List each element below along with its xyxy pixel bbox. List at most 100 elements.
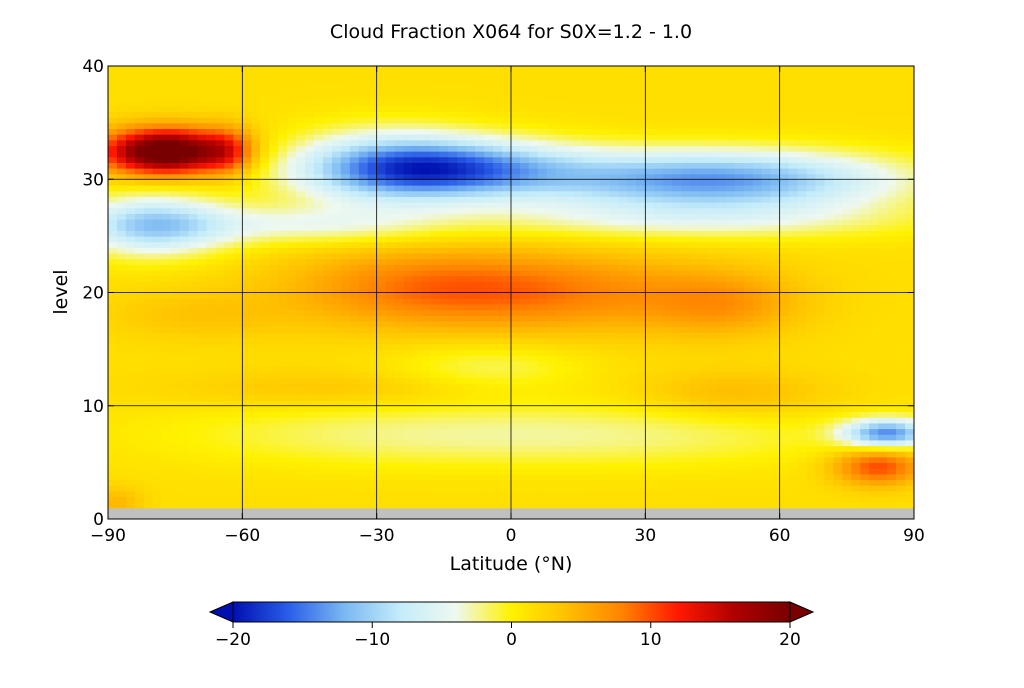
heatmap-cell	[806, 377, 817, 384]
heatmap-cell	[349, 383, 360, 390]
heatmap-cell	[188, 360, 199, 367]
heatmap-cell	[690, 383, 700, 390]
heatmap-cell	[716, 422, 727, 430]
heatmap-cell	[134, 286, 145, 294]
heatmap-cell	[887, 235, 897, 243]
heatmap-cell	[206, 207, 217, 214]
heatmap-cell	[600, 281, 611, 288]
heatmap-cell	[546, 479, 557, 486]
heatmap-cell	[197, 343, 208, 350]
heatmap-cell	[161, 349, 172, 356]
heatmap-cell	[761, 462, 772, 469]
heatmap-cell	[833, 417, 844, 424]
heatmap-cell	[242, 383, 252, 390]
heatmap-cell	[439, 411, 450, 418]
heatmap-cell	[278, 224, 288, 231]
heatmap-cell	[564, 490, 575, 498]
heatmap-cell	[582, 468, 593, 475]
heatmap-cell	[278, 213, 288, 220]
heatmap-cell	[251, 275, 261, 282]
heatmap-cell	[708, 479, 718, 486]
heatmap-cell	[743, 360, 754, 367]
heatmap-cell	[654, 303, 664, 311]
heatmap-cell	[134, 434, 145, 441]
heatmap-cell	[725, 252, 736, 260]
heatmap-cell	[546, 462, 557, 469]
heatmap-cell	[367, 473, 378, 481]
heatmap-cell	[466, 479, 476, 486]
heatmap-cell	[313, 241, 324, 248]
heatmap-cell	[528, 224, 539, 231]
heatmap-cell	[448, 218, 458, 226]
heatmap-cell	[502, 235, 512, 243]
heatmap-cell	[224, 513, 235, 519]
heatmap-cell	[502, 479, 512, 486]
heatmap-cell	[502, 394, 512, 401]
heatmap-cell	[376, 394, 387, 401]
heatmap-cell	[636, 332, 647, 339]
heatmap-cell	[878, 371, 888, 379]
heatmap-cell	[421, 411, 432, 418]
heatmap-cell	[887, 298, 897, 305]
heatmap-cell	[224, 473, 235, 481]
heatmap-cell	[367, 337, 378, 345]
heatmap-cell	[313, 337, 324, 345]
heatmap-cell	[573, 468, 584, 475]
heatmap-cell	[143, 235, 154, 243]
heatmap-cell	[394, 445, 405, 452]
heatmap-cell	[340, 507, 351, 515]
heatmap-cell	[645, 218, 655, 226]
heatmap-cell	[322, 207, 333, 214]
heatmap-cell	[743, 485, 754, 492]
heatmap-cell	[296, 428, 306, 435]
heatmap-cell	[564, 388, 575, 396]
heatmap-cell	[224, 490, 235, 498]
heatmap-cell	[824, 230, 835, 237]
heatmap-cell	[743, 315, 754, 322]
heatmap-cell	[582, 332, 593, 339]
heatmap-cell	[627, 286, 638, 294]
heatmap-cell	[197, 400, 208, 407]
heatmap-cell	[878, 264, 888, 271]
heatmap-cell	[457, 292, 467, 299]
heatmap-cell	[627, 383, 638, 390]
heatmap-cell	[448, 388, 458, 396]
heatmap-cell	[197, 230, 208, 237]
heatmap-cell	[287, 513, 297, 519]
heatmap-cell	[179, 303, 190, 311]
heatmap-cell	[896, 400, 906, 407]
heatmap-cell	[779, 428, 790, 435]
heatmap-cell	[725, 258, 736, 265]
heatmap-cell	[430, 366, 441, 373]
heatmap-cell	[430, 201, 441, 209]
heatmap-cell	[896, 326, 906, 333]
heatmap-cell	[851, 281, 861, 288]
heatmap-cell	[412, 490, 423, 498]
heatmap-cell	[582, 224, 593, 231]
heatmap-cell	[869, 366, 879, 373]
heatmap-cell	[905, 485, 914, 492]
heatmap-cell	[376, 292, 387, 299]
heatmap-cell	[170, 230, 181, 237]
heatmap-cell	[260, 235, 270, 243]
heatmap-cell	[546, 434, 557, 441]
heatmap-cell	[788, 326, 799, 333]
heatmap-cell	[896, 439, 906, 447]
heatmap-cell	[260, 428, 270, 435]
heatmap-cell	[716, 485, 727, 492]
heatmap-cell	[493, 456, 503, 464]
heatmap-cell	[618, 213, 629, 220]
heatmap-cell	[546, 411, 557, 418]
heatmap-cell	[251, 383, 261, 390]
heatmap-cell	[878, 218, 888, 226]
heatmap-cell	[582, 428, 593, 435]
heatmap-cell	[502, 252, 512, 260]
heatmap-cell	[591, 309, 602, 316]
heatmap-cell	[206, 360, 217, 367]
heatmap-cell	[708, 377, 718, 384]
heatmap-cell	[788, 224, 799, 231]
heatmap-cell	[322, 473, 333, 481]
heatmap-cell	[152, 281, 163, 288]
heatmap-cell	[197, 286, 208, 294]
heatmap-cell	[376, 320, 387, 328]
